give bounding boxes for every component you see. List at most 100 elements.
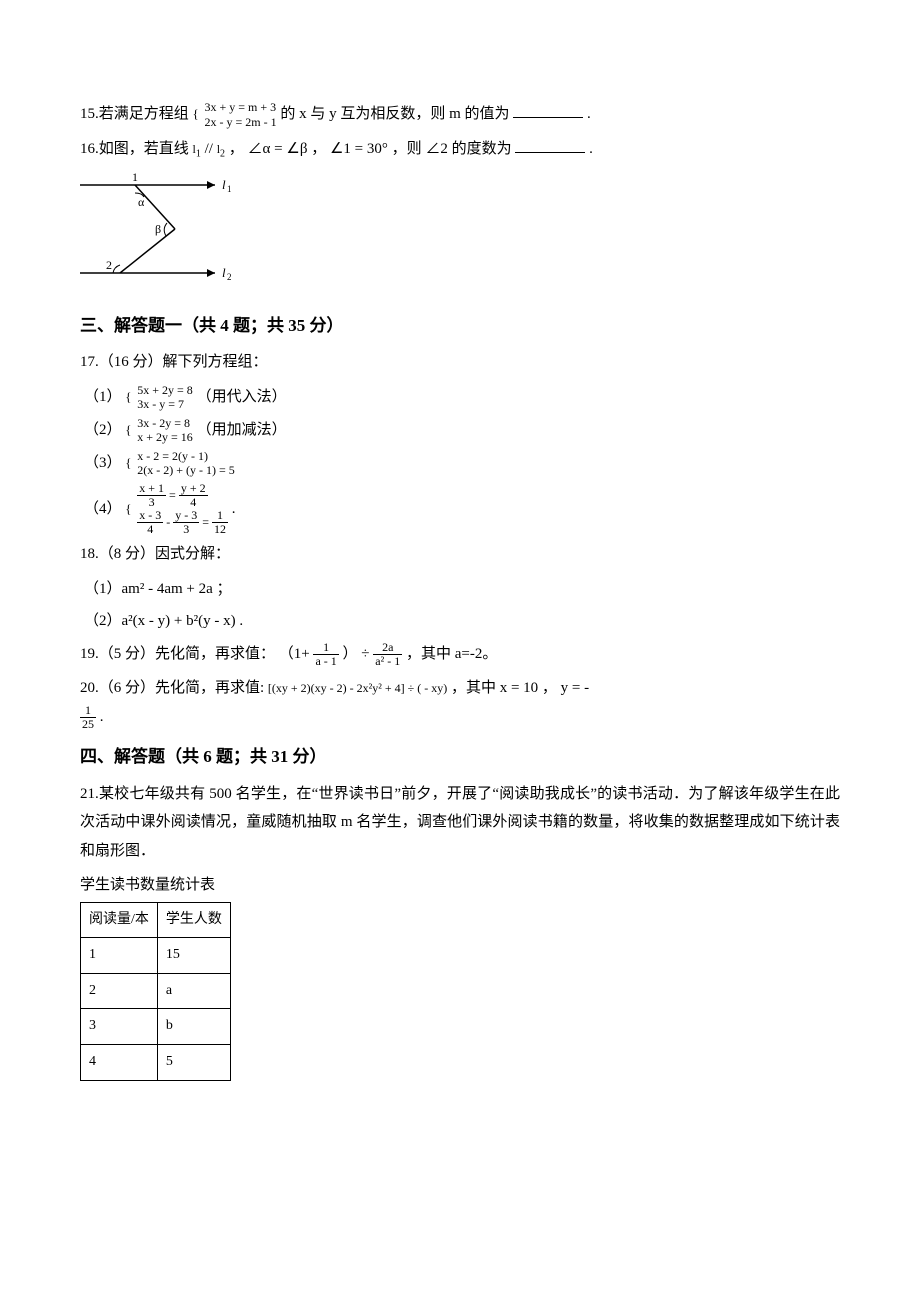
fig-angle-2: 2	[106, 258, 112, 272]
q17-p4-end: .	[232, 500, 236, 516]
den: 25	[80, 718, 96, 731]
q16-suffix: .	[589, 141, 593, 157]
l2-sub: 2	[220, 148, 225, 159]
table-row: 1 15	[81, 938, 231, 974]
blank-input[interactable]	[513, 102, 583, 118]
brace-icon: {	[125, 497, 131, 522]
q15-suffix: .	[587, 106, 591, 122]
q17-p4-r2: x - 3 4 - y - 3 3 = 1 12	[137, 509, 228, 536]
fraction: 1 a - 1	[313, 641, 338, 668]
den: a² - 1	[373, 655, 402, 668]
brace-icon: {	[125, 418, 131, 443]
q16-l2: l2	[217, 142, 225, 156]
num: y - 3	[173, 509, 199, 523]
den: 3	[137, 496, 166, 509]
cell: 4	[81, 1045, 158, 1081]
cell: 1	[81, 938, 158, 974]
den: a - 1	[313, 655, 338, 668]
q17-p3-label: （3）	[84, 455, 122, 471]
q17-p2-label: （2）	[84, 422, 122, 438]
page: 15.若满足方程组 { 3x + y = m + 3 2x - y = 2m -…	[0, 0, 920, 1302]
question-19: 19.（5 分）先化简，再求值： （1+ 1 a - 1 ） ÷ 2a a² -…	[80, 640, 840, 669]
minus: -	[166, 515, 170, 529]
q20-expr: [(xy + 2)(xy - 2) - 2x²y² + 4] ÷ ( - xy)	[268, 681, 447, 695]
cell: 2	[81, 973, 158, 1009]
brace-icon: {	[193, 102, 199, 127]
q15-eq2: 2x - y = 2m - 1	[205, 115, 277, 129]
table-header-row: 阅读量/本 学生人数	[81, 902, 231, 938]
question-16: 16.如图，若直线 l1 // l2 ， ∠α = ∠β ， ∠1 = 30° …	[80, 135, 840, 164]
fig-l1-label: l	[222, 177, 226, 192]
cell: 15	[157, 938, 230, 974]
q17-part2: （2） { 3x - 2y = 8 x + 2y = 16 （用加减法）	[84, 416, 840, 445]
q17-p1-note: （用代入法）	[197, 389, 287, 405]
eq: =	[202, 515, 209, 529]
num: 2a	[373, 641, 402, 655]
q17-p1-r1: 5x + 2y = 8	[137, 383, 193, 397]
fig-angle-beta: β	[155, 222, 161, 236]
brace-icon: {	[125, 385, 131, 410]
q21-table-caption: 学生读书数量统计表	[80, 871, 840, 900]
question-21-para: 21.某校七年级共有 500 名学生，在“世界读书日”前夕，开展了“阅读助我成长…	[80, 780, 840, 866]
q17-p3-system: x - 2 = 2(y - 1) 2(x - 2) + (y - 1) = 5	[137, 449, 235, 478]
q17-p2-r2: x + 2y = 16	[137, 430, 193, 444]
fraction: 1 12	[212, 509, 228, 536]
fig-angle-alpha: α	[138, 195, 145, 209]
q17-p4-system: x + 1 3 = y + 2 4 x - 3 4 - y - 3 3	[137, 482, 228, 537]
q17-p3-r1: x - 2 = 2(y - 1)	[137, 449, 235, 463]
num: x - 3	[137, 509, 163, 523]
l1-sub: 1	[196, 148, 201, 159]
q15-mid: 的 x 与 y 互为相反数，则 m 的值为	[280, 106, 509, 122]
question-20: 20.（6 分）先化简，再求值: [(xy + 2)(xy - 2) - 2x²…	[80, 674, 840, 731]
cell: b	[157, 1009, 230, 1045]
q15-system: 3x + y = m + 3 2x - y = 2m - 1	[205, 100, 277, 129]
question-17-head: 17.（16 分）解下列方程组：	[80, 348, 840, 377]
q15-prefix: 15.若满足方程组	[80, 106, 193, 122]
q19-mid1: ） ÷	[343, 646, 374, 662]
q19-mid2: ，其中 a=-2。	[406, 646, 497, 662]
q20-a: 20.（6 分）先化简，再求值:	[80, 680, 268, 696]
q16-figure: l 1 l 2 1 α β 2	[80, 169, 840, 300]
fraction: y - 3 3	[173, 509, 199, 536]
q17-p2-system: 3x - 2y = 8 x + 2y = 16	[137, 416, 193, 445]
num: 1	[212, 509, 228, 523]
reading-stats-table: 阅读量/本 学生人数 1 15 2 a 3 b 4 5	[80, 902, 231, 1081]
col-student-count: 学生人数	[157, 902, 230, 938]
q18-p1: （1）am² - 4am + 2a ；	[84, 575, 840, 604]
num: 1	[80, 704, 96, 718]
blank-input[interactable]	[515, 137, 585, 153]
fig-l2-sub: 2	[227, 272, 232, 282]
q15-eq1: 3x + y = m + 3	[205, 100, 277, 114]
brace-icon: {	[125, 451, 131, 476]
num: 1	[313, 641, 338, 655]
fig-l2-label: l	[222, 265, 226, 280]
num: x + 1	[137, 482, 166, 496]
fraction: 2a a² - 1	[373, 641, 402, 668]
q17-p2-r1: 3x - 2y = 8	[137, 416, 193, 430]
eq: =	[169, 488, 176, 502]
q17-p3-r2: 2(x - 2) + (y - 1) = 5	[137, 463, 235, 477]
q17-p1-label: （1）	[84, 389, 122, 405]
q17-part1: （1） { 5x + 2y = 8 3x - y = 7 （用代入法）	[84, 383, 840, 412]
fig-angle-1: 1	[132, 170, 138, 184]
cell: 5	[157, 1045, 230, 1081]
cell: a	[157, 973, 230, 1009]
num: y + 2	[179, 482, 208, 496]
q16-par: //	[205, 141, 217, 157]
q17-part3: （3） { x - 2 = 2(y - 1) 2(x - 2) + (y - 1…	[84, 449, 840, 478]
den: 4	[179, 496, 208, 509]
q17-p1-r2: 3x - y = 7	[137, 397, 193, 411]
question-18-head: 18.（8 分）因式分解：	[80, 540, 840, 569]
section-4-heading: 四、解答题（共 6 题；共 31 分）	[80, 741, 840, 773]
q19-prefix: 19.（5 分）先化简，再求值： （1+	[80, 646, 313, 662]
fraction: y + 2 4	[179, 482, 208, 509]
geometry-diagram: l 1 l 2 1 α β 2	[80, 169, 250, 289]
den: 4	[137, 523, 163, 536]
q17-p1-system: 5x + 2y = 8 3x - y = 7	[137, 383, 193, 412]
fraction: x - 3 4	[137, 509, 163, 536]
table-row: 4 5	[81, 1045, 231, 1081]
table-row: 3 b	[81, 1009, 231, 1045]
q17-p2-note: （用加减法）	[197, 422, 287, 438]
table-row: 2 a	[81, 973, 231, 1009]
question-15: 15.若满足方程组 { 3x + y = m + 3 2x - y = 2m -…	[80, 100, 840, 129]
